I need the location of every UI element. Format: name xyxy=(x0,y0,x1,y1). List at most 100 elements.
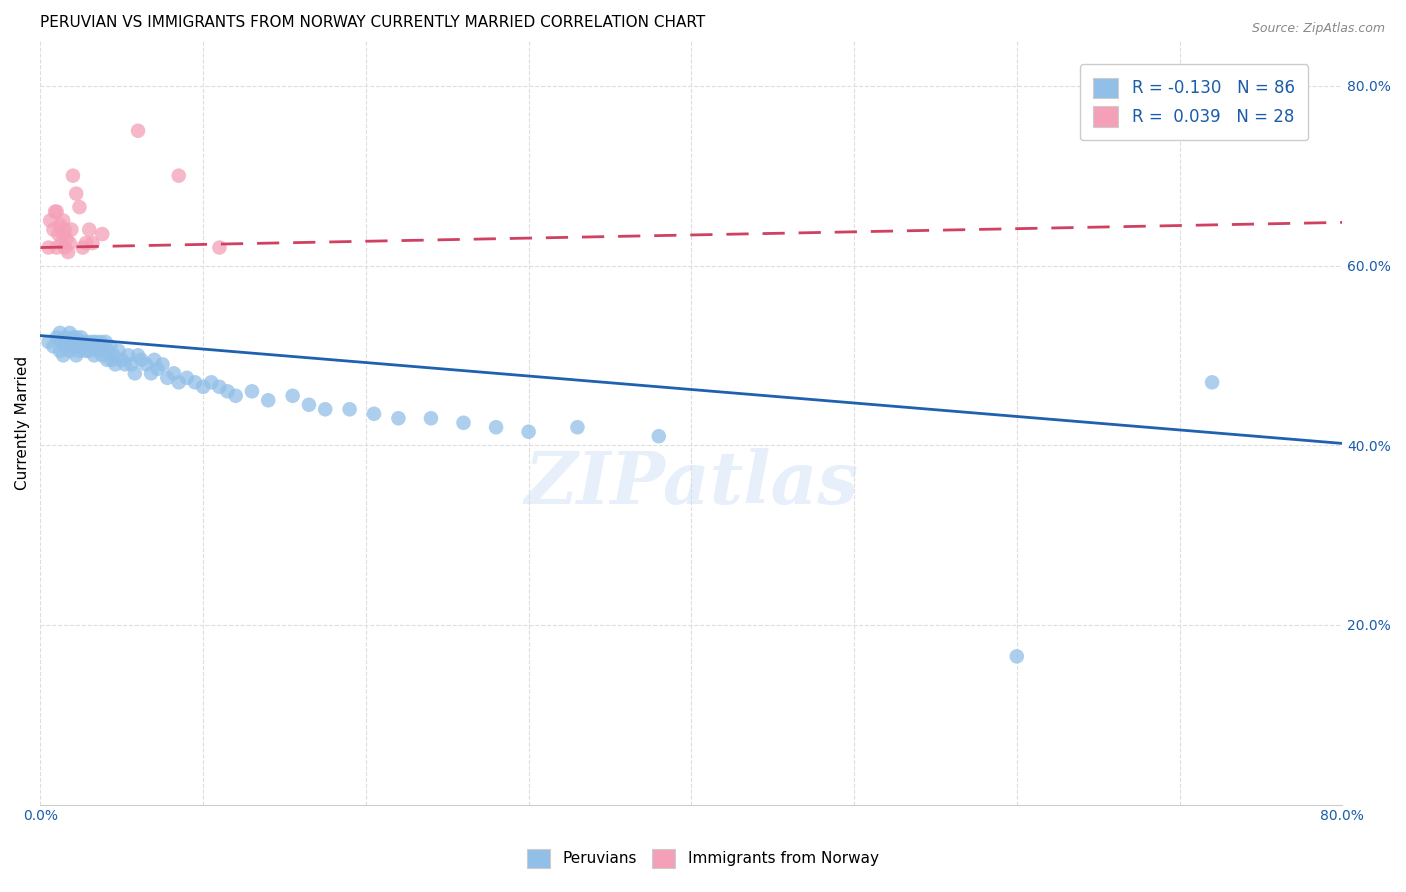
Point xyxy=(387,411,409,425)
Point xyxy=(77,343,100,358)
Point xyxy=(77,222,100,236)
Point xyxy=(60,334,83,349)
Point xyxy=(191,380,214,394)
Point xyxy=(93,339,115,353)
Point xyxy=(82,334,104,349)
Point xyxy=(94,334,117,349)
Point xyxy=(62,339,84,353)
Point xyxy=(281,389,304,403)
Point xyxy=(53,222,76,236)
Point xyxy=(111,352,134,367)
Point xyxy=(1201,376,1223,390)
Point xyxy=(96,352,118,367)
Legend: Peruvians, Immigrants from Norway: Peruvians, Immigrants from Norway xyxy=(515,837,891,880)
Point xyxy=(121,357,143,371)
Legend: R = -0.130   N = 86, R =  0.039   N = 28: R = -0.130 N = 86, R = 0.039 N = 28 xyxy=(1080,64,1308,140)
Point xyxy=(420,411,443,425)
Point xyxy=(176,371,198,385)
Point xyxy=(83,348,105,362)
Point xyxy=(38,241,60,255)
Point xyxy=(44,204,66,219)
Point xyxy=(65,186,87,201)
Point xyxy=(62,169,84,183)
Point xyxy=(73,339,96,353)
Point xyxy=(60,222,83,236)
Point xyxy=(84,334,107,349)
Point xyxy=(167,376,190,390)
Point xyxy=(200,376,222,390)
Y-axis label: Currently Married: Currently Married xyxy=(15,356,30,490)
Point xyxy=(80,339,103,353)
Point xyxy=(75,343,97,358)
Point xyxy=(314,402,336,417)
Point xyxy=(1005,649,1028,664)
Point xyxy=(42,222,65,236)
Point xyxy=(45,330,67,344)
Point xyxy=(70,330,93,344)
Point xyxy=(453,416,475,430)
Point xyxy=(69,343,91,358)
Point xyxy=(127,124,149,138)
Point xyxy=(53,241,76,255)
Point xyxy=(72,241,94,255)
Point xyxy=(38,334,60,349)
Point xyxy=(103,348,125,362)
Point xyxy=(56,245,79,260)
Point xyxy=(131,352,153,367)
Point xyxy=(114,357,136,371)
Point xyxy=(49,326,72,340)
Point xyxy=(55,334,77,349)
Point xyxy=(225,389,247,403)
Point xyxy=(107,343,129,358)
Point xyxy=(87,339,110,353)
Point xyxy=(363,407,385,421)
Point xyxy=(53,330,76,344)
Point xyxy=(51,334,73,349)
Point xyxy=(208,241,231,255)
Point xyxy=(53,339,76,353)
Point xyxy=(65,330,87,344)
Point xyxy=(167,169,190,183)
Point xyxy=(69,334,91,349)
Point xyxy=(152,357,174,371)
Point xyxy=(104,357,127,371)
Point xyxy=(75,235,97,250)
Point xyxy=(70,339,93,353)
Point xyxy=(90,334,112,349)
Point xyxy=(84,339,107,353)
Point xyxy=(91,348,114,362)
Point xyxy=(49,343,72,358)
Text: Source: ZipAtlas.com: Source: ZipAtlas.com xyxy=(1251,22,1385,36)
Point xyxy=(63,334,86,349)
Point xyxy=(101,352,124,367)
Point xyxy=(65,348,87,362)
Point xyxy=(124,367,146,381)
Point xyxy=(52,227,75,241)
Point xyxy=(100,339,122,353)
Point xyxy=(52,213,75,227)
Point xyxy=(208,380,231,394)
Point xyxy=(46,227,69,241)
Point xyxy=(59,235,82,250)
Point xyxy=(648,429,671,443)
Point xyxy=(52,348,75,362)
Point xyxy=(135,357,157,371)
Point xyxy=(56,339,79,353)
Point xyxy=(55,231,77,245)
Point xyxy=(82,235,104,250)
Point xyxy=(91,227,114,241)
Point xyxy=(139,367,162,381)
Point xyxy=(45,204,67,219)
Point xyxy=(59,326,82,340)
Text: PERUVIAN VS IMMIGRANTS FROM NORWAY CURRENTLY MARRIED CORRELATION CHART: PERUVIAN VS IMMIGRANTS FROM NORWAY CURRE… xyxy=(41,15,706,30)
Point xyxy=(39,213,62,227)
Point xyxy=(97,343,120,358)
Point xyxy=(51,235,73,250)
Point xyxy=(143,352,166,367)
Point xyxy=(257,393,280,408)
Point xyxy=(339,402,361,417)
Point xyxy=(42,339,65,353)
Point xyxy=(86,343,108,358)
Point xyxy=(217,384,239,399)
Point xyxy=(298,398,321,412)
